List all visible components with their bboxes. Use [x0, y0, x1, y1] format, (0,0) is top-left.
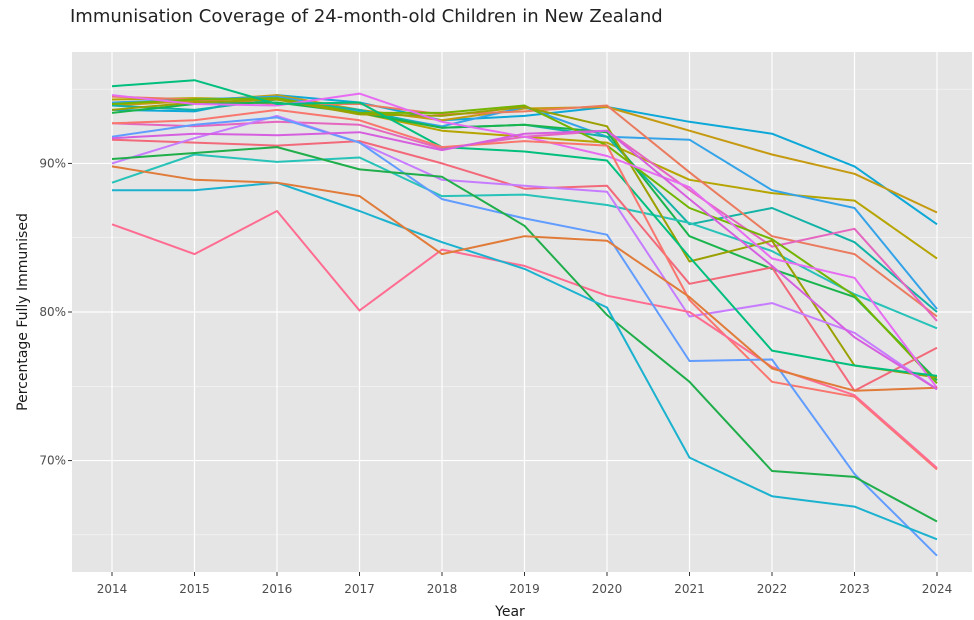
- y-axis-ticks: 70% 80% 90%: [39, 156, 72, 468]
- x-tick-label: 2016: [262, 582, 293, 596]
- series-line-19: [111, 146, 938, 523]
- chart-title: Immunisation Coverage of 24-month-old Ch…: [70, 6, 663, 27]
- x-tick-label: 2015: [179, 582, 210, 596]
- x-tick-label: 2017: [344, 582, 375, 596]
- series-lines: [111, 79, 938, 557]
- series-line-10: [111, 97, 938, 384]
- series-line-11: [111, 98, 938, 379]
- y-axis-title: Percentage Fully Immunised: [15, 213, 31, 411]
- series-line-14: [111, 92, 938, 389]
- x-tick-label: 2023: [839, 582, 870, 596]
- x-tick-label: 2022: [757, 582, 788, 596]
- series-line-22: [111, 129, 938, 391]
- series-line-12: [111, 138, 938, 392]
- x-tick-label: 2018: [427, 582, 458, 596]
- series-line-13: [111, 114, 938, 391]
- x-axis-title: Year: [494, 604, 525, 620]
- y-tick-label: 90%: [39, 156, 66, 170]
- series-line-15: [111, 79, 938, 377]
- series-line-20: [112, 181, 938, 541]
- y-tick-label: 70%: [39, 454, 66, 468]
- x-tick-label: 2020: [592, 582, 623, 596]
- x-tick-label: 2024: [922, 582, 953, 596]
- x-tick-label: 2019: [509, 582, 540, 596]
- series-line-8: [111, 101, 938, 382]
- x-axis-ticks: 2014 2015 2016 2017 2018 2019 2020 2021 2022 2023…: [97, 572, 953, 596]
- x-tick-label: 2021: [674, 582, 705, 596]
- series-line-18: [111, 116, 938, 557]
- y-tick-label: 80%: [39, 305, 66, 319]
- series-line-16: [111, 108, 938, 471]
- x-tick-label: 2014: [97, 582, 128, 596]
- series-line-21: [111, 165, 938, 392]
